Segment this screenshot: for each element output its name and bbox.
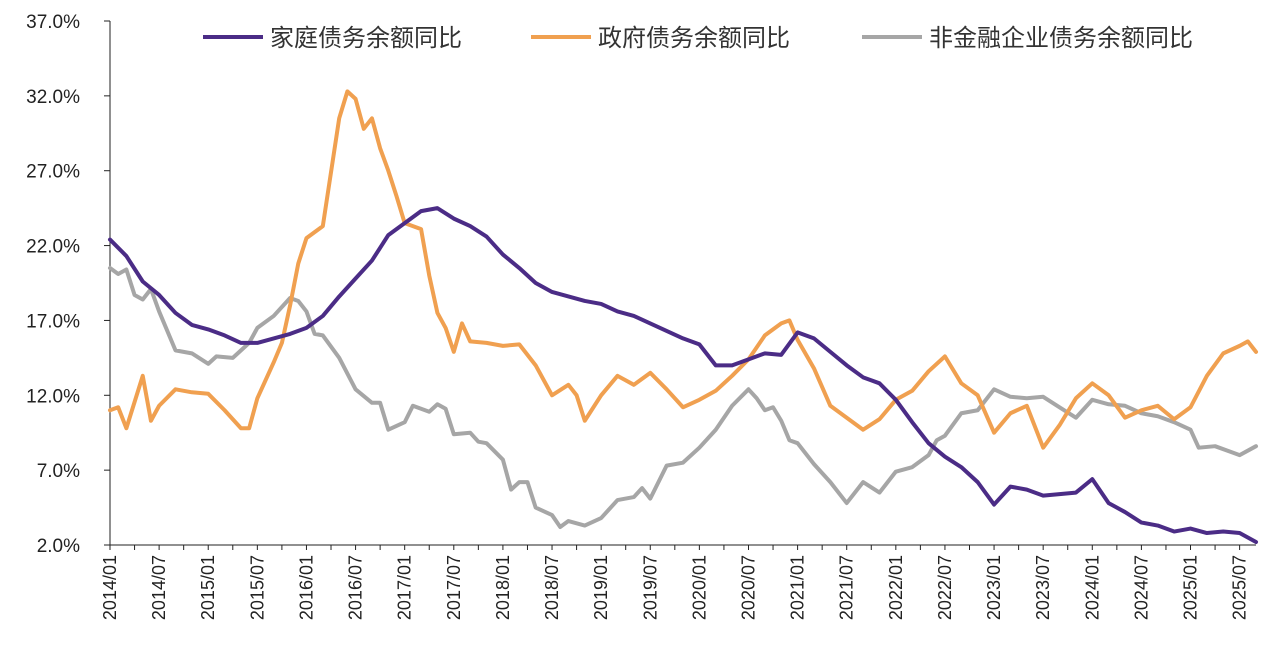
x-tick-label: 2023/07 <box>1033 555 1053 620</box>
plot-area <box>108 89 1258 545</box>
x-tick-label: 2018/07 <box>542 555 562 620</box>
legend: 家庭债务余额同比 政府债务余额同比 非金融企业债务余额同比 <box>203 24 1193 52</box>
x-tick-label: 2015/07 <box>247 555 267 620</box>
series-line-0 <box>108 206 1258 545</box>
x-tick-label: 2020/01 <box>689 555 709 620</box>
x-tick-label: 2017/01 <box>395 555 415 620</box>
x-tick-label: 2018/01 <box>493 555 513 620</box>
y-tick-label: 32.0% <box>26 87 80 108</box>
x-tick-label: 2025/07 <box>1230 555 1250 620</box>
y-tick-label: 17.0% <box>26 311 80 332</box>
x-tick-label: 2024/01 <box>1082 555 1102 620</box>
x-tick-label: 2014/07 <box>149 555 169 620</box>
x-tick-label: 2015/01 <box>198 555 218 620</box>
x-tick-label: 2022/01 <box>886 555 906 620</box>
x-tick-label: 2025/01 <box>1181 555 1201 620</box>
y-tick-label: 2.0% <box>37 536 80 557</box>
x-tick-label: 2024/07 <box>1131 555 1151 620</box>
y-axis: 2.0% 7.0% 12.0% 17.0% 22.0% 27.0% 32.0% 37.0% <box>26 12 111 557</box>
y-tick-label: 37.0% <box>26 12 80 33</box>
y-tick-label: 7.0% <box>37 461 80 482</box>
x-tick-label: 2014/01 <box>100 555 120 620</box>
x-tick-label: 2022/07 <box>935 555 955 620</box>
x-tick-label: 2020/07 <box>738 555 758 620</box>
x-tick-label: 2019/01 <box>591 555 611 620</box>
y-tick-label: 12.0% <box>26 386 80 407</box>
x-tick-label: 2016/07 <box>346 555 366 620</box>
legend-label: 政府债务余额同比 <box>598 24 790 52</box>
x-axis: 2014/01 2014/07 2015/01 2015/07 2016/01 2016/… <box>100 544 1256 620</box>
x-tick-label: 2017/07 <box>444 555 464 620</box>
legend-label: 家庭债务余额同比 <box>270 24 462 52</box>
x-tick-label: 2016/01 <box>296 555 316 620</box>
series-line-2 <box>108 266 1258 530</box>
legend-label: 非金融企业债务余额同比 <box>929 24 1193 52</box>
series-line-1 <box>108 89 1258 450</box>
y-tick-label: 27.0% <box>26 162 80 183</box>
x-tick-label: 2021/07 <box>837 555 857 620</box>
x-tick-label: 2021/01 <box>788 555 808 620</box>
x-tick-label: 2019/07 <box>640 555 660 620</box>
x-tick-label: 2023/01 <box>984 555 1004 620</box>
y-tick-label: 22.0% <box>26 237 80 258</box>
